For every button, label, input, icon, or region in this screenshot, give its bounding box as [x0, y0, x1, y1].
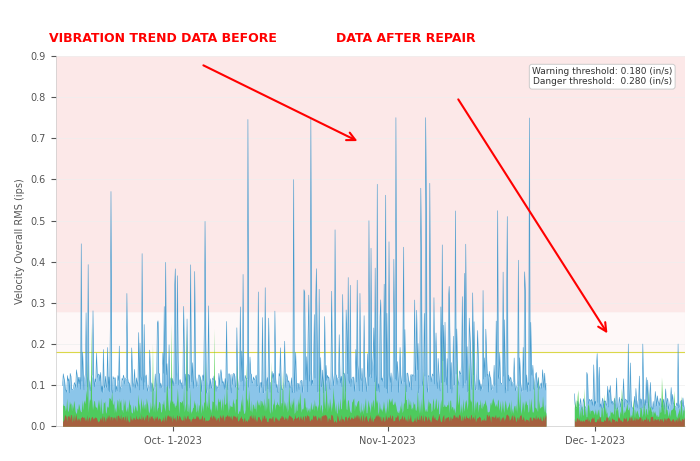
Text: VIBRATION TREND DATA BEFORE: VIBRATION TREND DATA BEFORE — [49, 32, 277, 45]
Bar — [56, 56, 685, 311]
Y-axis label: Velocity Overall RMS (ips): Velocity Overall RMS (ips) — [15, 178, 25, 304]
Text: DATA AFTER REPAIR: DATA AFTER REPAIR — [336, 32, 475, 45]
Text: Warning threshold: 0.180 (in/s)
Danger threshold:  0.280 (in/s): Warning threshold: 0.180 (in/s) Danger t… — [532, 67, 673, 86]
Bar — [56, 311, 685, 352]
